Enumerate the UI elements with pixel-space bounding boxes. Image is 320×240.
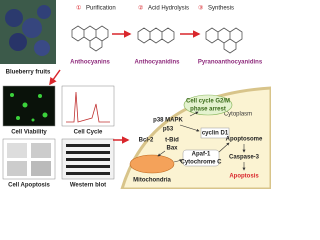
step-number: ① [76, 5, 81, 12]
blueberry-photo [0, 0, 56, 64]
arrow [189, 111, 199, 117]
protein: Bcl-2 [139, 138, 154, 144]
protein: Apaf-1 [192, 152, 211, 158]
product-label: Anthocyanins [70, 60, 110, 66]
arrest-label: Cell cycle G2/M [186, 99, 230, 105]
protein: cyclin D1 [202, 131, 229, 137]
viability-image [2, 85, 56, 127]
arrest-label: phase arrest [190, 107, 226, 113]
protein: Cytochrome C [180, 160, 222, 166]
arrest-box [183, 94, 233, 116]
cycle-histogram [66, 91, 110, 123]
source-label: Blueberry fruits [6, 70, 51, 76]
cyclin-box [200, 127, 230, 139]
protein: t-Bid [165, 138, 179, 144]
product-label: Anthocyanidins [134, 60, 180, 66]
arrow [179, 124, 200, 132]
step-number: ③ [198, 5, 203, 12]
diagram: Blueberry fruits ① Purification ② Acid H… [0, 0, 273, 191]
molecules [71, 25, 243, 54]
assay-label: Cell Viability [11, 130, 47, 136]
protein: Caspase-3 [229, 155, 260, 161]
apaf-box [182, 149, 220, 167]
protein: p38 MAPK [153, 118, 183, 124]
mitochondria [129, 154, 175, 174]
region-label: Cytoplasm [224, 112, 252, 118]
outcome: Apoptosis [229, 174, 259, 180]
step-label: Purification [86, 6, 116, 12]
assay-label: Western blot [70, 183, 106, 189]
assay-label: Cell Apoptosis [8, 183, 50, 189]
step-label: Acid Hydrolysis [148, 6, 189, 12]
arrow [173, 159, 183, 163]
organelle-label: Mitochondria [133, 178, 171, 184]
flow-plots [7, 143, 51, 176]
assay-label: Cell Cycle [74, 130, 103, 136]
cells [10, 93, 48, 122]
product-label: Pyranoanthocyanidins [198, 60, 263, 66]
blot-bands [66, 144, 110, 175]
arrow [157, 150, 166, 157]
cycle-image [61, 85, 115, 127]
protein: p53 [163, 127, 174, 133]
step-number: ② [138, 5, 143, 12]
protein: Bax [166, 146, 178, 152]
step-label: Synthesis [208, 6, 234, 12]
arrow [49, 69, 61, 86]
arrow [218, 142, 230, 153]
protein: Apoptosome [226, 137, 263, 143]
